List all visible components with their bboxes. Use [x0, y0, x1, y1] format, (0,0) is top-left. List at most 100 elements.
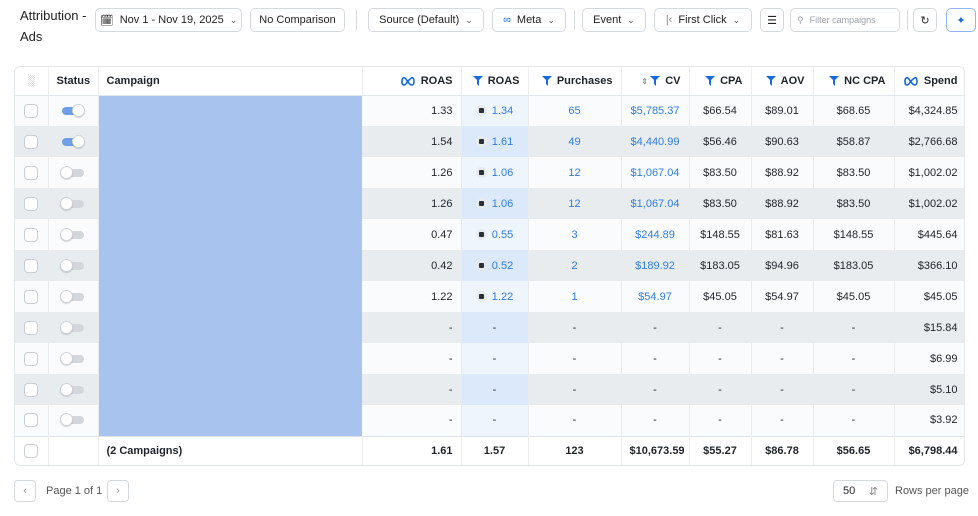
ai-button[interactable]: ✦	[946, 8, 976, 32]
metric-value: $183.05	[833, 259, 874, 272]
metric-value: 1.26	[431, 197, 453, 210]
metric-cell: -	[751, 405, 814, 436]
metric-value: -	[448, 383, 453, 396]
table-row: 1.54 1.61 49 $4,440.99 $56.46 $90.63 $58.87 $2,…	[15, 126, 964, 157]
status-toggle[interactable]	[60, 320, 84, 334]
metric-cell: $5,785.37	[621, 95, 690, 126]
search-input[interactable]: ⚲ Filter campaigns	[790, 8, 900, 32]
metric-cell: $1,067.04	[621, 188, 690, 219]
metric-cell: $54.97	[621, 281, 690, 312]
source-select[interactable]: Source (Default) ⌄	[368, 8, 484, 32]
pixel-icon	[705, 75, 716, 86]
table-row: - - - - - - - $6.99	[15, 343, 964, 374]
row-checkbox[interactable]	[24, 134, 39, 149]
attribution-icon	[475, 136, 487, 148]
metric-value: -	[492, 383, 497, 396]
status-toggle[interactable]	[60, 413, 84, 427]
total-value: $86.78	[751, 435, 814, 465]
prev-page[interactable]: ‹	[14, 480, 36, 502]
row-checkbox[interactable]	[24, 103, 39, 118]
row-checkbox[interactable]	[24, 351, 39, 366]
column-header[interactable]: AOV	[751, 67, 814, 96]
row-checkbox[interactable]	[24, 382, 39, 397]
status-toggle[interactable]	[60, 382, 84, 396]
table-row: - - - - - - - $15.84	[15, 312, 964, 343]
column-header[interactable]: NC CPA	[813, 67, 895, 96]
column-header[interactable]: ROAS	[362, 67, 462, 96]
row-checkbox[interactable]	[24, 227, 39, 242]
column-header[interactable]: ROAS	[461, 67, 529, 96]
row-checkbox[interactable]	[24, 165, 39, 180]
comparison-button[interactable]: No Comparison	[250, 8, 345, 32]
metric-value: $5,785.37	[630, 104, 680, 117]
date-picker[interactable]: 🗓 Nov 1 - Nov 19, 2025 ⌄	[95, 8, 242, 32]
row-checkbox[interactable]	[24, 196, 39, 211]
status-toggle[interactable]	[60, 227, 84, 241]
row-checkbox[interactable]	[24, 258, 39, 273]
metric-value: $366.10	[917, 259, 958, 272]
model-select[interactable]: |‹ First Click ⌄	[654, 8, 752, 32]
metric-value: $94.96	[765, 259, 799, 272]
metric-cell: $3.92	[894, 405, 964, 436]
metric-cell: -	[689, 343, 752, 374]
refresh-button[interactable]: ↻	[913, 8, 937, 32]
event-select[interactable]: Event ⌄	[582, 8, 646, 32]
row-checkbox[interactable]	[24, 413, 39, 428]
divider	[356, 10, 357, 30]
divider	[574, 10, 575, 30]
metric-cell: -	[751, 374, 814, 405]
row-checkbox[interactable]	[24, 289, 39, 304]
column-header[interactable]: CPA	[689, 67, 752, 96]
metric-value: 2	[571, 259, 578, 272]
metric-value: $68.65	[836, 104, 871, 117]
metric-cell: $4,440.99	[621, 126, 690, 157]
metric-cell: 0.55	[461, 219, 529, 250]
filter-button[interactable]: ☰	[760, 8, 784, 32]
attribution-icon	[475, 229, 487, 241]
next-page[interactable]: ›	[107, 480, 129, 502]
table-row: 1.26 1.06 12 $1,067.04 $83.50 $88.92 $83.50 $1,…	[15, 157, 964, 188]
column-header[interactable]: ⇕ CV	[621, 67, 690, 96]
platform-select[interactable]: ∞ Meta ⌄	[492, 8, 566, 32]
metric-value: $90.63	[765, 135, 799, 148]
status-toggle[interactable]	[60, 289, 84, 303]
total-value-text: $56.65	[836, 445, 871, 458]
metric-cell: 1.22	[362, 281, 462, 312]
event-label: Event	[593, 14, 622, 26]
meta-icon	[400, 76, 415, 86]
status-toggle[interactable]	[60, 196, 84, 210]
status-cell	[48, 250, 99, 281]
column-label: ROAS	[420, 74, 453, 87]
metric-value: 1.54	[431, 135, 453, 148]
metric-cell: $81.63	[751, 219, 814, 250]
status-toggle[interactable]	[62, 134, 85, 148]
metric-value: 0.55	[491, 228, 514, 241]
metric-cell: -	[362, 312, 462, 343]
status-toggle[interactable]	[60, 258, 84, 272]
status-toggle[interactable]	[60, 351, 84, 365]
table-row: 1.33 1.34 65 $5,785.37 $66.54 $89.01 $68.65 $4,…	[15, 95, 964, 126]
status-toggle[interactable]	[62, 103, 85, 117]
pixel-icon	[472, 75, 483, 86]
campaign-name-redacted	[98, 343, 362, 374]
rows-per-page-select[interactable]: 50 ⇵	[833, 480, 888, 502]
pixel-icon	[829, 75, 840, 86]
status-cell	[48, 157, 99, 188]
metric-value: -	[653, 321, 657, 334]
platform-label: Meta	[516, 14, 542, 26]
row-checkbox[interactable]	[24, 320, 39, 335]
metric-value: -	[572, 352, 577, 365]
total-checkbox[interactable]	[24, 444, 39, 459]
table: ░ Status Campaign ROAS ROAS Purchases ⇕ CV CPA A…	[15, 67, 964, 465]
checkbox-cell	[15, 374, 49, 405]
metric-cell: 1.06	[461, 157, 529, 188]
metric-cell: $68.65	[813, 95, 895, 126]
column-header[interactable]: Spend	[894, 67, 964, 96]
metric-cell: -	[813, 405, 895, 436]
metric-cell: $83.50	[813, 188, 895, 219]
campaign-table: ░ Status Campaign ROAS ROAS Purchases ⇕ CV CPA A…	[14, 66, 965, 466]
metric-value: $148.55	[833, 228, 874, 241]
column-header[interactable]: Purchases	[528, 67, 622, 96]
status-toggle[interactable]	[60, 165, 84, 179]
campaign-name-redacted	[98, 188, 362, 219]
